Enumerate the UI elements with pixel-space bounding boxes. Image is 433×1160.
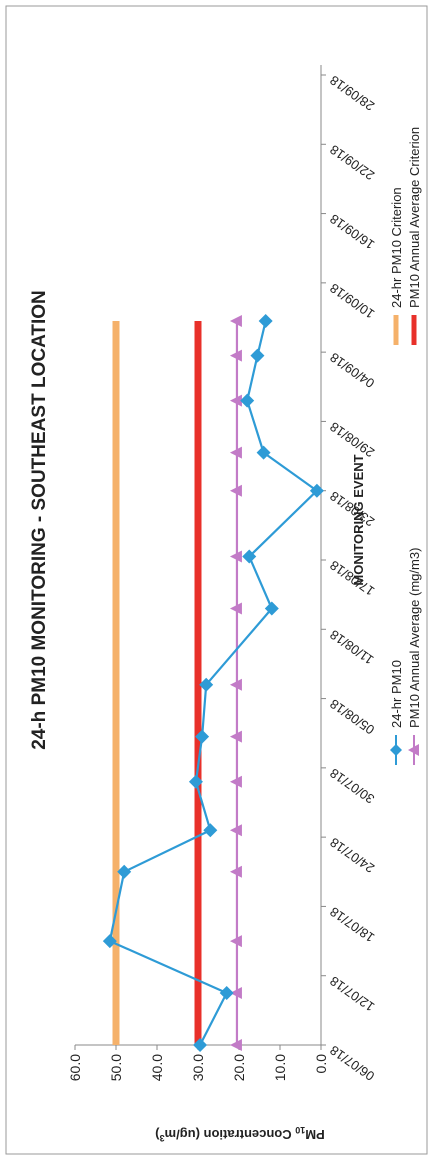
y-axis-label: PM10 Concentration (ug/m3) <box>155 1125 325 1143</box>
annual-average-data-point <box>229 602 242 615</box>
annual-average-data-point <box>229 824 242 837</box>
pm10-data-point <box>264 601 279 616</box>
annual-average-data-point <box>229 484 242 497</box>
pm10-data-point <box>117 864 132 879</box>
annual-average-data-point <box>229 935 242 948</box>
y-axis-label-sup: 3 <box>160 1133 165 1143</box>
y-tick-label: 60.0 <box>67 1054 83 1081</box>
annual-average-data-point <box>229 730 242 743</box>
annual-average-data-point <box>229 1039 242 1051</box>
legend-marker-annual-average <box>408 744 419 756</box>
pm10-data-point <box>203 823 218 838</box>
legend: 24-hr PM10 PM10 Annual Average (mg/m3) 2… <box>389 127 422 765</box>
pm10-data-point <box>250 348 265 363</box>
legend-label-annual-criterion: PM10 Annual Average Criterion <box>407 127 422 308</box>
y-axis-label-end: ) <box>155 1127 159 1142</box>
y-tick-label: 10.0 <box>272 1054 288 1081</box>
y-axis-label-rest: Concentration (ug/m <box>165 1127 296 1142</box>
annual-average-data-point <box>229 678 242 691</box>
chart-border <box>5 5 428 1155</box>
annual-average-data-point <box>229 865 242 878</box>
y-tick-label: 50.0 <box>108 1054 124 1081</box>
legend-label-criterion: 24-hr PM10 Criterion <box>389 187 404 308</box>
annual-average-data-point <box>229 394 242 407</box>
y-axis-label-main: PM <box>305 1127 325 1142</box>
pm10-data-point <box>199 677 214 692</box>
y-tick-label: 20.0 <box>231 1054 247 1081</box>
pm10-data-point <box>309 483 324 498</box>
x-axis-label: MONITORING EVENT <box>351 454 366 585</box>
annual-average-data-point <box>229 550 242 563</box>
y-axis-label-sub: 10 <box>295 1125 305 1135</box>
annual-average-data-point <box>229 349 242 362</box>
pm10-data-point <box>193 1038 208 1052</box>
pm10-data-point <box>188 774 203 789</box>
legend-marker-pm10 <box>390 744 402 756</box>
annual-average-data-point <box>229 314 242 327</box>
y-tick-label: 40.0 <box>149 1054 165 1081</box>
pm10-data-point <box>242 549 257 564</box>
pm10-data-point <box>256 445 271 460</box>
pm10-data-point <box>258 313 273 328</box>
y-tick-label: 0.0 <box>313 1054 329 1074</box>
annual-average-data-point <box>229 987 242 1000</box>
pm10-data-point <box>240 393 255 408</box>
y-tick-label: 30.0 <box>190 1054 206 1081</box>
annual-average-data-point <box>229 446 242 459</box>
legend-label-annual-average: PM10 Annual Average (mg/m3) <box>407 548 422 728</box>
annual-average-data-point <box>229 775 242 788</box>
legend-label-pm10: 24-hr PM10 <box>389 660 404 728</box>
chart-title: 24-h PM10 MONITORING - SOUTHEAST LOCATIO… <box>29 290 50 750</box>
